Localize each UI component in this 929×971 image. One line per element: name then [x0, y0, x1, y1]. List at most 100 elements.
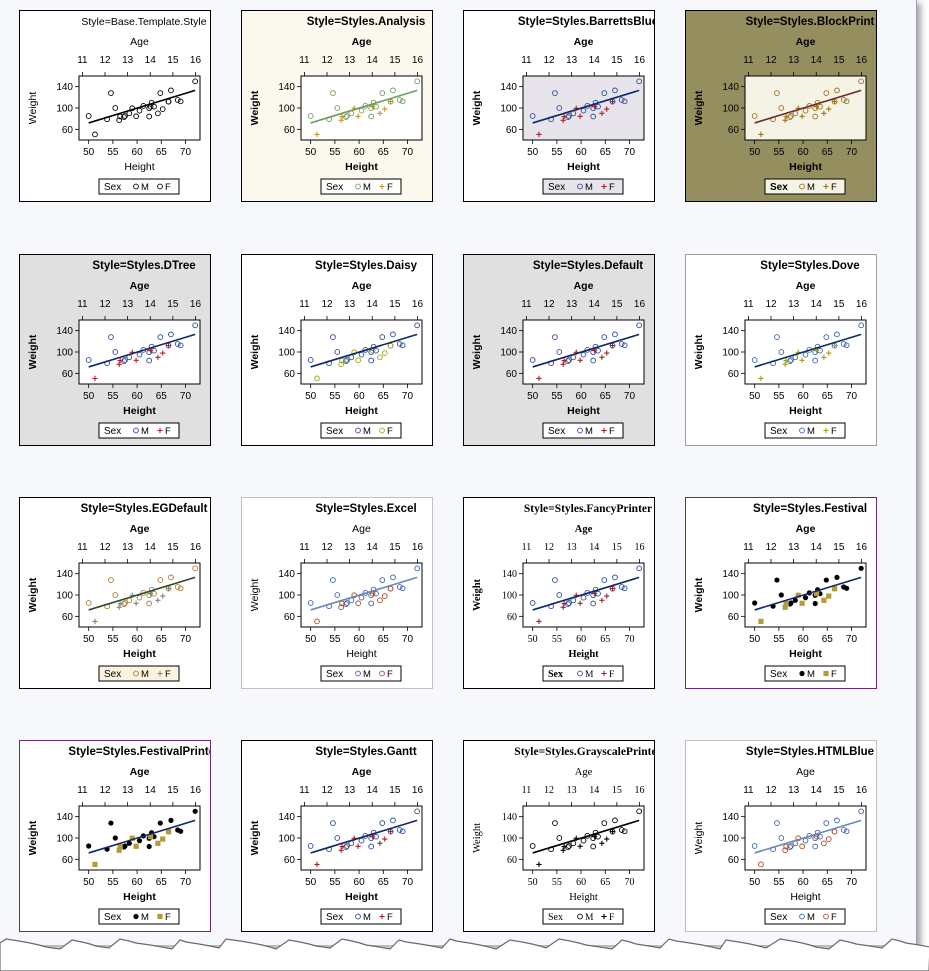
x-axis-label: Height [345, 161, 378, 173]
y-tick-label: 140 [722, 569, 739, 580]
x-tick-label: 60 [576, 391, 588, 402]
y-axis-label: Weight [27, 92, 39, 125]
data-point [116, 117, 123, 124]
legend [542, 665, 624, 682]
legend-entry: F [165, 182, 171, 193]
y-tick-label: 60 [62, 125, 74, 136]
data-point [621, 98, 628, 105]
style-panel: Style=Styles.Analysis Age 11 12 13 14 15 16 60 10… [241, 10, 433, 202]
plot-wall [744, 805, 867, 871]
data-point [590, 357, 597, 364]
x-tick-label: 55 [552, 634, 562, 645]
data-point [133, 357, 139, 363]
data-point [373, 590, 379, 597]
data-point [396, 584, 403, 590]
data-point [338, 117, 344, 123]
data-point [601, 577, 608, 583]
data-point [774, 334, 780, 340]
data-point [414, 808, 421, 815]
data-point [165, 343, 172, 349]
data-point [580, 837, 587, 844]
plot-wall [744, 319, 867, 385]
torn-paper-edge [0, 938, 929, 971]
data-point [358, 837, 365, 844]
data-point [155, 110, 161, 117]
data-point [844, 585, 850, 591]
data-point [636, 78, 643, 85]
x2-tick-label: 11 [77, 785, 88, 796]
legend-entry: M [585, 426, 593, 437]
data-point [174, 341, 181, 347]
style-panel: Style=Styles.BlockPrint Age 11 12 13 14 15 16 60… [685, 10, 877, 202]
legend-title: Sex [326, 912, 343, 923]
data-point [618, 341, 625, 347]
x2-tick-label: 16 [634, 299, 646, 310]
x-tick-label: 55 [329, 877, 341, 888]
data-point [126, 840, 132, 846]
data-point [552, 820, 558, 826]
legend [98, 178, 180, 195]
panel-title: Style=Styles.Gantt [315, 746, 416, 758]
scatter-plot: Style=Styles.FestivalPrinter Age 11 12 13 14 1… [27, 746, 210, 925]
x2-tick-label: 13 [788, 785, 800, 796]
legend-entry: M [141, 426, 149, 437]
data-point [778, 592, 784, 598]
style-panel: Style=Styles.FestivalPrinter Age 11 12 13 14 1… [19, 740, 211, 932]
data-point [783, 357, 789, 364]
data-point [177, 585, 184, 592]
data-point [390, 331, 396, 338]
x2-axis-label: Age [575, 524, 593, 535]
data-point [799, 600, 805, 606]
fit-line [754, 333, 862, 368]
data-point [85, 357, 92, 363]
y-tick-label: 140 [722, 812, 739, 823]
data-point [399, 828, 406, 835]
x2-tick-label: 14 [811, 785, 823, 796]
x2-tick-label: 14 [811, 299, 823, 310]
data-point [612, 87, 618, 94]
x2-tick-label: 13 [567, 542, 577, 553]
data-point [556, 349, 563, 355]
data-point [812, 113, 819, 120]
x2-tick-label: 14 [811, 542, 823, 553]
data-point [377, 354, 383, 361]
data-point [368, 113, 375, 120]
x2-tick-label: 15 [389, 785, 401, 796]
legend [764, 178, 846, 195]
x2-tick-label: 15 [167, 55, 179, 66]
legend-marker [355, 183, 361, 190]
legend-title: Sex [770, 669, 787, 680]
data-point [334, 592, 341, 598]
data-point [774, 577, 780, 583]
data-point [560, 847, 566, 853]
data-point [612, 574, 618, 581]
legend-marker [355, 670, 361, 677]
panel-title: Style=Styles.Festival [753, 503, 867, 515]
data-point [399, 585, 406, 592]
panel-title: Style=Styles.BarrettsBlue [518, 16, 654, 28]
x-axis-label: Height [569, 892, 598, 903]
x-tick-label: 55 [107, 634, 119, 645]
data-point [330, 820, 336, 826]
data-point [399, 98, 406, 105]
data-point [157, 820, 163, 826]
x2-tick-label: 11 [743, 299, 754, 310]
data-point [609, 99, 616, 105]
x2-tick-label: 11 [743, 55, 754, 66]
legend-marker [577, 427, 583, 434]
x-tick-label: 60 [354, 634, 366, 645]
y-axis-label: Weight [471, 334, 483, 369]
legend-title: Sex [770, 182, 788, 193]
x2-tick-label: 16 [412, 299, 424, 310]
data-point [751, 843, 758, 849]
data-point [858, 322, 865, 329]
legend-entry: M [807, 912, 815, 923]
data-point [782, 604, 788, 610]
x2-tick-label: 15 [833, 542, 845, 553]
data-point [529, 113, 536, 119]
data-point [355, 843, 361, 849]
data-point [133, 113, 139, 120]
legend-title: Sex [548, 182, 565, 193]
legend-title: Sex [326, 182, 343, 193]
x2-tick-label: 16 [856, 542, 868, 553]
